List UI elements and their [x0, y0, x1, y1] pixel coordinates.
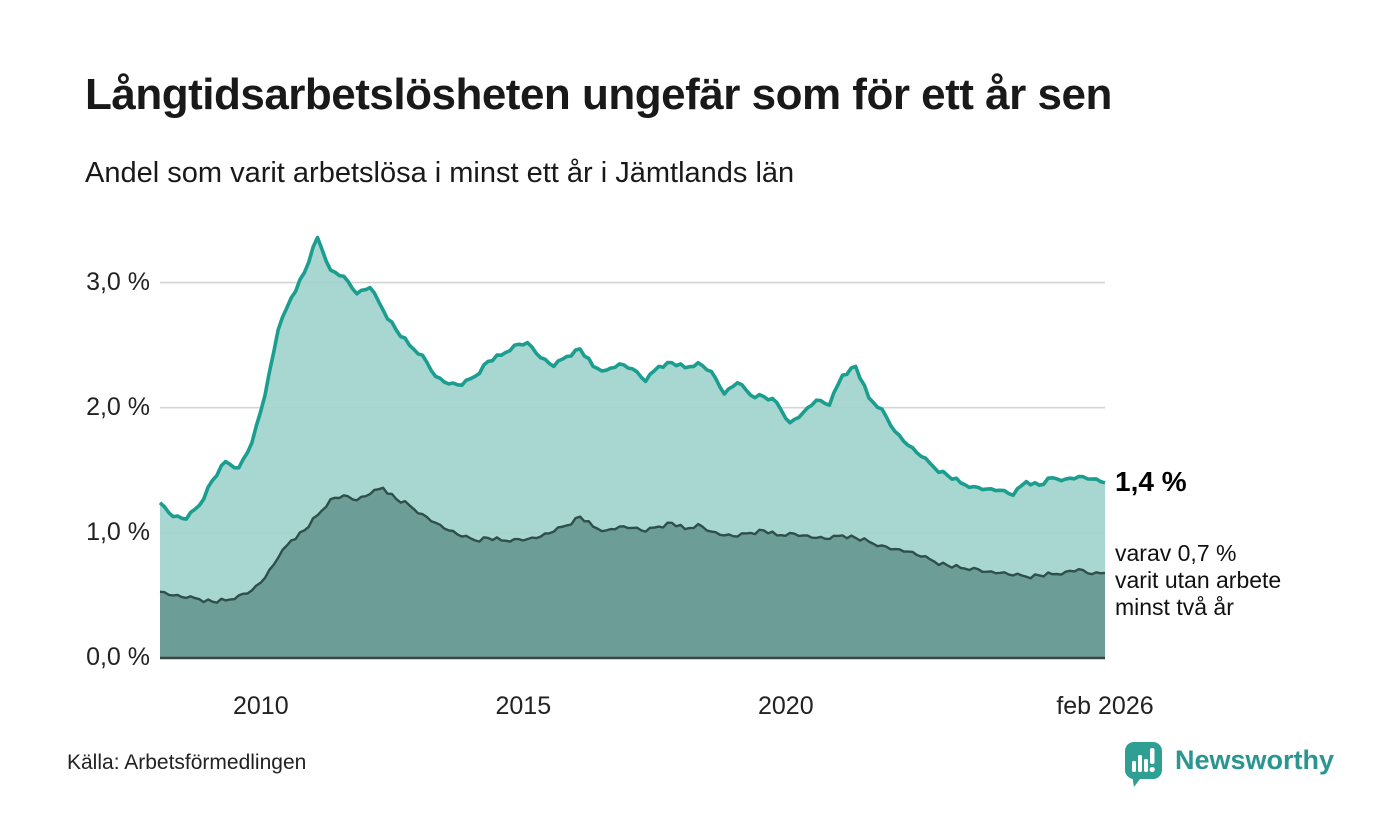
secondary-note-line: varav 0,7 %: [1115, 540, 1237, 566]
secondary-note-line: varit utan arbete: [1115, 567, 1282, 593]
secondary-note-line: minst två år: [1115, 594, 1234, 620]
page-title: Långtidsarbetslösheten ungefär som för e…: [85, 70, 1112, 119]
latest-value-label: 1,4 %: [1115, 466, 1187, 497]
x-tick-label: 2015: [495, 692, 552, 720]
page-subtitle: Andel som varit arbetslösa i minst ett å…: [85, 157, 795, 189]
area-over-two-years: [160, 487, 1105, 658]
x-tick-label: 2010: [232, 692, 289, 720]
source-note: Källa: Arbetsförmedlingen: [67, 751, 307, 774]
x-tick-label: feb 2026: [1056, 692, 1154, 720]
y-tick-label: 3,0 %: [86, 267, 150, 296]
y-tick-label: 0,0 %: [86, 643, 150, 671]
line-over-one-year: [158, 235, 1106, 521]
line-over-two-years: [159, 486, 1106, 604]
newsworthy-logo[interactable]: Newsworthy: [1123, 740, 1334, 788]
y-tick-label: 1,0 %: [86, 517, 150, 546]
x-tick-label: 2020: [757, 692, 814, 720]
newsworthy-wordmark: Newsworthy: [1174, 744, 1334, 775]
bar-chart-glyph: [1131, 748, 1155, 773]
secondary-value-note: varav 0,7 % varit utan arbete minst två …: [1115, 540, 1281, 621]
y-tick-label: 2,0 %: [86, 392, 150, 421]
newsworthy-logo-icon: [1124, 742, 1162, 787]
